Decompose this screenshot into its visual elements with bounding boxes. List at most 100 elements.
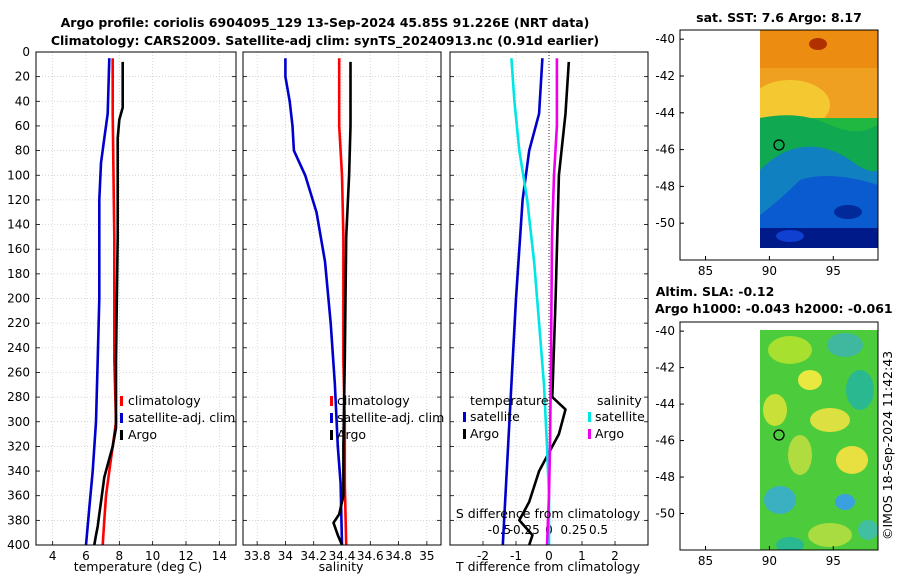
sst-map-axes: 85 90 95 -40 -42 -44 -46 -48 -50 xyxy=(655,32,841,278)
sst-field xyxy=(760,30,878,248)
xtick-label: 34.8 xyxy=(385,549,412,563)
plot-frame xyxy=(449,51,649,546)
sla-map: 85 90 95 -40 -42 -44 -46 -48 -50 xyxy=(655,321,879,568)
map-ytick-label: -50 xyxy=(655,507,675,521)
legend-swatch-t-satellite xyxy=(463,412,466,422)
top-xtick-label: 0.25 xyxy=(560,523,587,537)
legend-heading-salinity: salinity xyxy=(597,393,642,408)
legend-swatch-satellite xyxy=(120,413,123,423)
map-ytick-label: -46 xyxy=(655,143,675,157)
difference-xlabel: T difference from climatology xyxy=(455,559,641,574)
sst-map: 85 90 95 -40 -42 -44 -46 -48 -50 xyxy=(655,29,879,278)
top-xtick-label: -0.5 xyxy=(488,523,511,537)
legend-label-satellite: satellite-adj. clim xyxy=(337,410,444,425)
legend-label-s-satellite: satellite xyxy=(595,409,645,424)
xtick-label: 0 xyxy=(545,549,553,563)
argo-float-marker xyxy=(773,429,785,441)
series-line-argo xyxy=(93,61,124,546)
ytick-label: 0 xyxy=(22,45,30,59)
xtick-label: 12 xyxy=(178,549,193,563)
plot-frame xyxy=(242,51,442,546)
ytick-label: 60 xyxy=(15,119,30,133)
ytick-label: 80 xyxy=(15,144,30,158)
legend-swatch-satellite xyxy=(330,413,333,423)
difference-panel: -2 -1 0 1 2-0.5-0.25 0 0.25 0.5 xyxy=(449,51,649,563)
map-xtick-label: 90 xyxy=(762,264,777,278)
series-line-argo xyxy=(332,61,352,546)
series-line-s-argo xyxy=(545,58,559,546)
legend-label-s-argo: Argo xyxy=(595,426,624,441)
legend-swatch-climatology xyxy=(330,396,333,406)
ytick-label: 240 xyxy=(7,341,30,355)
salinity-xlabel: salinity xyxy=(319,559,364,574)
ytick-label: 40 xyxy=(15,94,30,108)
ytick-label: 140 xyxy=(7,218,30,232)
map-ytick-label: -42 xyxy=(655,361,675,375)
map-ytick-label: -44 xyxy=(655,106,675,120)
temperature-legend: climatology satellite-adj. clim Argo xyxy=(120,393,235,442)
xtick-label: 35 xyxy=(419,549,434,563)
xtick-label: 1 xyxy=(578,549,586,563)
legend-label-argo: Argo xyxy=(337,427,366,442)
series-line-satellite-adj-clim xyxy=(84,58,111,546)
ytick-label: 120 xyxy=(7,193,30,207)
xtick-label: 34 xyxy=(278,549,293,563)
ytick-label: 300 xyxy=(7,415,30,429)
series-line-t-argo xyxy=(517,61,571,546)
xtick-label: -1 xyxy=(510,549,522,563)
series-line-t-satellite xyxy=(501,58,544,546)
imos-timestamp: ©IMOS 18-Sep-2024 11:42:43 xyxy=(880,351,895,540)
map-xtick-label: 95 xyxy=(826,554,841,568)
salinity-panel: 33.8 34 34.2 34.4 34.6 34.8 35 xyxy=(242,51,442,563)
figure-title-line2: Climatology: CARS2009. Satellite-adj cli… xyxy=(51,33,599,49)
series-line-satellite-adj-clim xyxy=(284,58,344,546)
legend-swatch-t-argo xyxy=(463,429,466,439)
map-ytick-label: -40 xyxy=(655,32,675,46)
ytick-label: 160 xyxy=(7,242,30,256)
xtick-label: 6 xyxy=(82,549,90,563)
ytick-label: 180 xyxy=(7,267,30,281)
sst-map-title: sat. SST: 7.6 Argo: 8.17 xyxy=(696,10,862,25)
xtick-label: 33.8 xyxy=(244,549,271,563)
series-line-s-satellite xyxy=(510,58,551,545)
xtick-label: 34.6 xyxy=(357,549,384,563)
ytick-label: 220 xyxy=(7,316,30,330)
map-ytick-label: -48 xyxy=(655,179,675,193)
xtick-label: -2 xyxy=(477,549,489,563)
temperature-xlabel: temperature (deg C) xyxy=(74,559,203,574)
map-ytick-label: -42 xyxy=(655,69,675,83)
ytick-label: 360 xyxy=(7,489,30,503)
legend-label-climatology: climatology xyxy=(128,393,201,408)
legend-label-t-satellite: satellite xyxy=(470,409,520,424)
sla-map-title-line2: Argo h1000: -0.043 h2000: -0.061 xyxy=(655,301,893,316)
legend-swatch-argo xyxy=(330,430,333,440)
ytick-label: 380 xyxy=(7,513,30,527)
ytick-label: 340 xyxy=(7,464,30,478)
plot-frame xyxy=(35,51,237,546)
ytick-label: 100 xyxy=(7,168,30,182)
map-xtick-label: 85 xyxy=(698,264,713,278)
ytick-label: 200 xyxy=(7,292,30,306)
ytick-label: 260 xyxy=(7,365,30,379)
map-xtick-label: 85 xyxy=(698,554,713,568)
ytick-label: 20 xyxy=(15,70,30,84)
sla-map-title-line1: Altim. SLA: -0.12 xyxy=(656,284,775,299)
difference-top-axis-label: S difference from climatology xyxy=(456,506,641,521)
argo-float-marker xyxy=(773,139,785,151)
legend-label-satellite: satellite-adj. clim xyxy=(128,410,235,425)
map-ytick-label: -44 xyxy=(655,397,675,411)
map-xtick-label: 90 xyxy=(762,554,777,568)
sla-map-axes: 85 90 95 -40 -42 -44 -46 -48 -50 xyxy=(655,324,841,568)
legend-swatch-argo xyxy=(120,430,123,440)
ytick-label: 400 xyxy=(7,538,30,552)
legend-label-t-argo: Argo xyxy=(470,426,499,441)
map-ytick-label: -50 xyxy=(655,216,675,230)
figure-title-line1: Argo profile: coriolis 6904095_129 13-Se… xyxy=(61,15,590,31)
xtick-label: 34.2 xyxy=(300,549,327,563)
ytick-label: 280 xyxy=(7,390,30,404)
ytick-label: 320 xyxy=(7,439,30,453)
map-xtick-label: 95 xyxy=(826,264,841,278)
xtick-label: 14 xyxy=(212,549,227,563)
map-ytick-label: -40 xyxy=(655,324,675,338)
